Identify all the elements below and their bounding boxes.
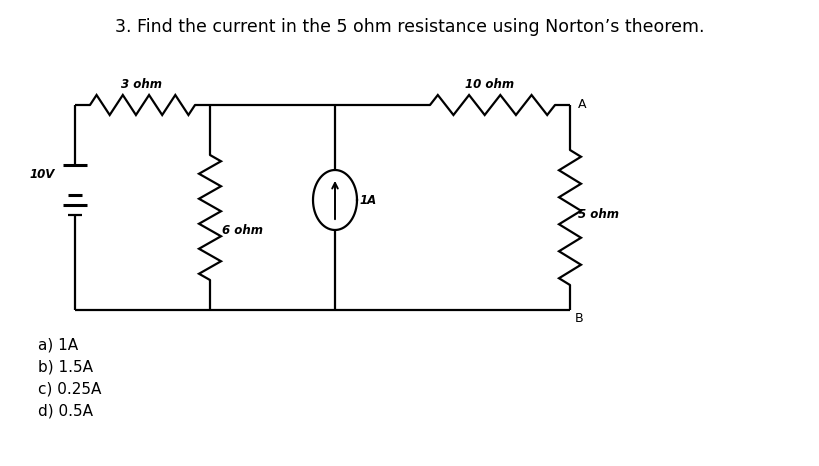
Text: c) 0.25A: c) 0.25A: [38, 382, 102, 397]
Text: 3 ohm: 3 ohm: [121, 78, 162, 91]
Text: a) 1A: a) 1A: [38, 337, 78, 352]
Text: 6 ohm: 6 ohm: [222, 224, 263, 237]
Text: 5 ohm: 5 ohm: [577, 208, 618, 221]
Text: d) 0.5A: d) 0.5A: [38, 404, 93, 418]
Text: 10V: 10V: [29, 169, 55, 181]
Text: B: B: [574, 311, 583, 324]
Text: A: A: [577, 98, 586, 111]
Text: 3. Find the current in the 5 ohm resistance using Norton’s theorem.: 3. Find the current in the 5 ohm resista…: [115, 18, 704, 36]
Text: 10 ohm: 10 ohm: [465, 78, 514, 91]
Text: b) 1.5A: b) 1.5A: [38, 359, 93, 375]
Text: 1A: 1A: [360, 193, 377, 206]
